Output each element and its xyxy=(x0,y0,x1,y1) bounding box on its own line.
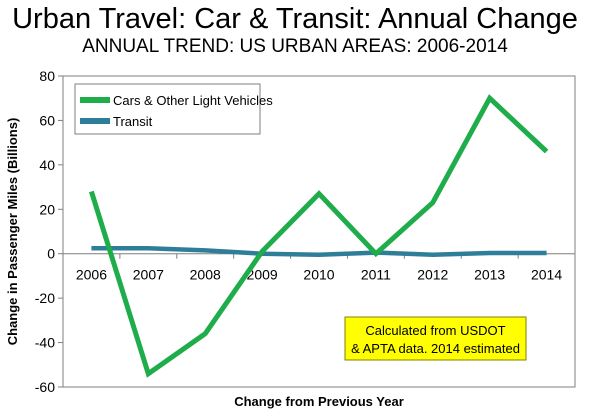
y-axis-label: Change in Passenger Miles (Billions) xyxy=(5,118,20,346)
y-tick-label: 40 xyxy=(39,157,55,173)
y-tick-label: -60 xyxy=(35,379,55,395)
x-tick-label: 2006 xyxy=(76,267,107,283)
transit-series-line xyxy=(91,245,547,258)
y-tick-label: 0 xyxy=(47,246,55,262)
x-tick-label: 2009 xyxy=(247,267,278,283)
x-tick-label: 2011 xyxy=(361,267,391,283)
x-tick-label: 2012 xyxy=(417,267,448,283)
x-tick-label: 2013 xyxy=(474,267,505,283)
y-tick-label: 20 xyxy=(39,201,55,217)
chart-subtitle: ANNUAL TREND: US URBAN AREAS: 2006-2014 xyxy=(82,36,508,57)
annotation-line: Calculated from USDOT xyxy=(365,323,505,338)
legend-item-cars-label: Cars & Other Light Vehicles xyxy=(113,93,273,108)
annotation-line: & APTA data. 2014 estimated xyxy=(351,341,520,356)
cars-series-line xyxy=(89,94,549,378)
y-tick-label: -40 xyxy=(35,335,55,351)
x-tick-label: 2008 xyxy=(190,267,221,283)
y-tick-label: 60 xyxy=(39,112,55,128)
annotation-box xyxy=(344,316,527,361)
legend-item-transit-label: Transit xyxy=(113,114,153,129)
y-tick-label: 80 xyxy=(39,68,55,84)
legend-box xyxy=(74,83,261,135)
x-axis-label: Change from Previous Year xyxy=(234,394,404,409)
x-tick-label: 2010 xyxy=(303,267,334,283)
x-tick-label: 2007 xyxy=(133,267,164,283)
chart-title: Urban Travel: Car & Transit: Annual Chan… xyxy=(12,3,578,35)
x-tick-label: 2014 xyxy=(531,267,562,283)
y-tick-label: -20 xyxy=(35,290,55,306)
